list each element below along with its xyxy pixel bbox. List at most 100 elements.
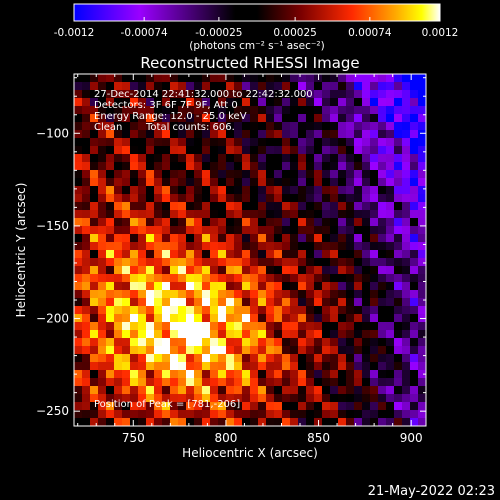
heatmap-cell [154, 202, 163, 211]
heatmap-cell [338, 418, 347, 426]
heatmap-cell [218, 346, 227, 355]
heatmap-cell [90, 178, 99, 187]
heatmap-cell [250, 98, 259, 107]
heatmap-cell [410, 234, 419, 243]
heatmap-cell [218, 242, 227, 251]
heatmap-cell [178, 186, 187, 195]
heatmap-cell [298, 354, 307, 363]
heatmap-cell [266, 114, 275, 123]
heatmap-cell [386, 90, 395, 99]
heatmap-cell [98, 410, 107, 419]
heatmap-cell [90, 386, 99, 395]
heatmap-cell [218, 274, 227, 283]
heatmap-cell [226, 402, 235, 411]
heatmap-cell [242, 218, 251, 227]
heatmap-cell [162, 354, 171, 363]
heatmap-cell [242, 250, 251, 259]
heatmap-cell [402, 138, 411, 147]
heatmap-cell [178, 298, 187, 307]
heatmap-cell [322, 394, 331, 403]
heatmap-cell [154, 114, 163, 123]
heatmap-cell [202, 410, 211, 419]
heatmap-cell [410, 282, 419, 291]
heatmap-cell [138, 146, 147, 155]
heatmap-cell [378, 186, 387, 195]
heatmap-cell [242, 122, 251, 131]
heatmap-cell [106, 410, 115, 419]
heatmap-cell [410, 386, 419, 395]
heatmap-cell [402, 210, 411, 219]
heatmap-cell [266, 346, 275, 355]
heatmap-cell [114, 378, 123, 387]
heatmap-cell [322, 418, 331, 426]
heatmap-cell [114, 226, 123, 235]
heatmap-cell [362, 306, 371, 315]
heatmap-cell [170, 378, 179, 387]
heatmap-cell [194, 410, 203, 419]
heatmap-cell [338, 386, 347, 395]
heatmap-cell [298, 106, 307, 115]
heatmap-cell [338, 370, 347, 379]
heatmap-cell [378, 130, 387, 139]
heatmap-cell [242, 98, 251, 107]
heatmap-cell [242, 362, 251, 371]
heatmap-cell [250, 394, 259, 403]
heatmap-cell [346, 202, 355, 211]
heatmap-cell [402, 154, 411, 163]
heatmap-cell [410, 210, 419, 219]
annotation-total-counts: Total counts: 606. [145, 122, 235, 133]
heatmap-cell [370, 178, 379, 187]
heatmap-cell [394, 290, 403, 299]
heatmap-cell [274, 90, 283, 99]
heatmap-cell [130, 394, 139, 403]
heatmap-cell [378, 314, 387, 323]
heatmap-cell [186, 290, 195, 299]
heatmap-cell [402, 114, 411, 123]
colorbar-tick-label: 0.0012 [422, 27, 459, 39]
heatmap-cell [322, 386, 331, 395]
heatmap-cell [354, 290, 363, 299]
heatmap-cell [218, 218, 227, 227]
heatmap-cell [122, 314, 131, 323]
heatmap-cell [274, 274, 283, 283]
heatmap-cell [82, 362, 91, 371]
heatmap-cell [74, 258, 83, 267]
heatmap-cell [402, 146, 411, 155]
heatmap-cell [154, 162, 163, 171]
heatmap-cell [306, 114, 315, 123]
heatmap-cell [410, 290, 419, 299]
heatmap-cell [274, 74, 283, 83]
heatmap-cell [410, 202, 419, 211]
heatmap-cell [378, 346, 387, 355]
heatmap-cell [194, 346, 203, 355]
heatmap-cell [362, 282, 371, 291]
heatmap-cell [322, 194, 331, 203]
heatmap-cell [122, 194, 131, 203]
heatmap-cell [330, 154, 339, 163]
heatmap-cell [418, 402, 426, 411]
heatmap-cell [394, 154, 403, 163]
heatmap-cell [250, 82, 259, 91]
heatmap-cell [290, 74, 299, 83]
heatmap-cell [338, 306, 347, 315]
heatmap-cell [386, 314, 395, 323]
heatmap-cell [386, 298, 395, 307]
heatmap-cell [82, 202, 91, 211]
heatmap-cell [258, 170, 267, 179]
heatmap-cell [266, 170, 275, 179]
heatmap-cell [306, 354, 315, 363]
heatmap-cell [218, 394, 227, 403]
heatmap-cell [354, 266, 363, 275]
heatmap-cell [314, 410, 323, 419]
heatmap-cell [354, 74, 363, 83]
heatmap-cell [346, 266, 355, 275]
heatmap-cell [234, 202, 243, 211]
heatmap-cell [114, 242, 123, 251]
heatmap-cell [186, 370, 195, 379]
heatmap-cell [170, 282, 179, 291]
heatmap-cell [226, 122, 235, 131]
heatmap-cell [386, 122, 395, 131]
heatmap-cell [386, 418, 395, 426]
heatmap-cell [234, 186, 243, 195]
heatmap-cell [298, 378, 307, 387]
